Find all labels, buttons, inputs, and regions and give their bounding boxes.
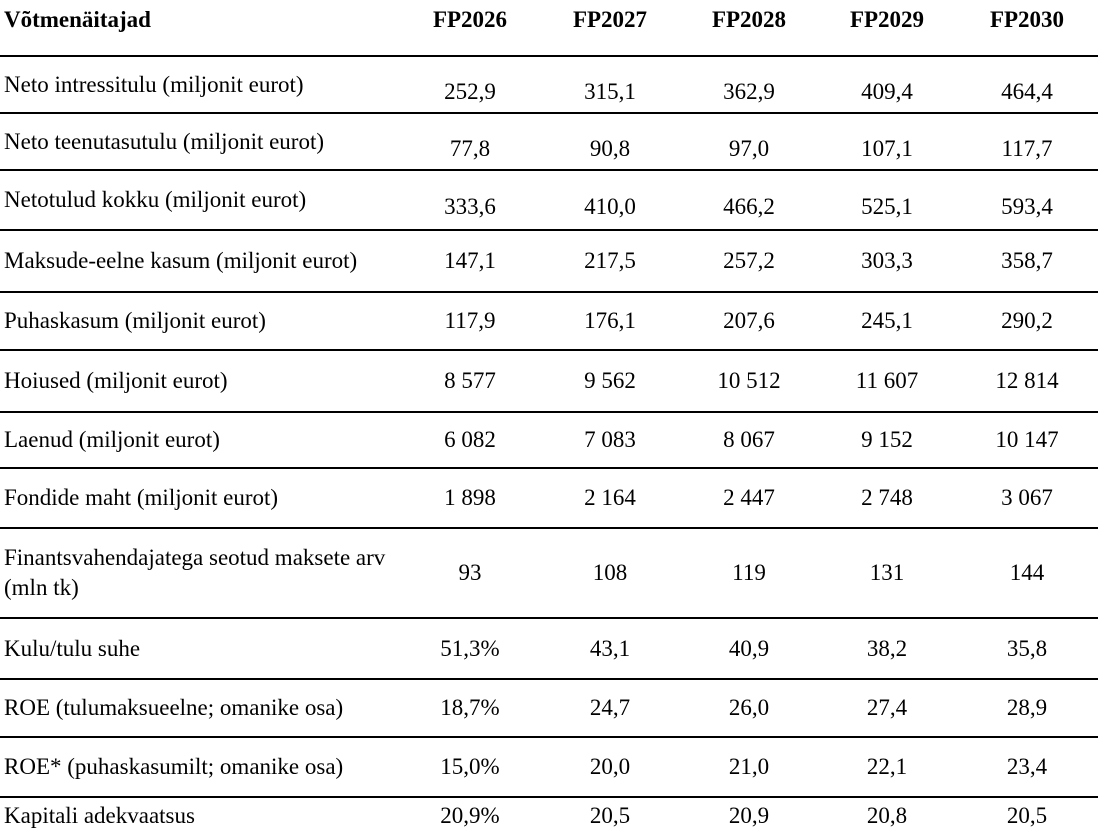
cell-value: 2 447 <box>680 468 818 529</box>
table-row: Kapitali adekvaatsus 20,9% 20,5 20,9 20,… <box>0 797 1098 833</box>
row-label: Fondide maht (miljonit eurot) <box>0 468 400 529</box>
row-label: ROE (tulumaksueelne; omanike osa) <box>0 679 400 738</box>
cell-value: 107,1 <box>818 120 956 178</box>
cell-value: 8 067 <box>680 412 818 469</box>
cell-value: 3 067 <box>956 468 1098 529</box>
cell-value: 358,7 <box>956 230 1098 293</box>
table-row: ROE (tulumaksueelne; omanike osa) 18,7% … <box>0 679 1098 738</box>
cell-value: 51,3% <box>400 618 540 680</box>
cell-value: 12 814 <box>956 350 1098 413</box>
table-row: Netotulud kokku (miljonit eurot) 333,6 4… <box>0 170 1098 238</box>
cell-value: 77,8 <box>400 120 540 178</box>
cell-value: 28,9 <box>956 679 1098 738</box>
cell-value: 2 164 <box>540 468 680 529</box>
cell-value: 303,3 <box>818 230 956 293</box>
cell-value: 410,0 <box>540 177 680 238</box>
cell-value: 362,9 <box>680 63 818 121</box>
cell-value: 7 083 <box>540 412 680 469</box>
cell-value: 315,1 <box>540 63 680 121</box>
cell-value: 43,1 <box>540 618 680 680</box>
row-label: Maksude-eelne kasum (miljonit eurot) <box>0 230 400 293</box>
cell-value: 108 <box>540 528 680 619</box>
column-header-fp2026: FP2026 <box>400 0 540 57</box>
cell-value: 144 <box>956 528 1098 619</box>
table-row: Maksude-eelne kasum (miljonit eurot) 147… <box>0 230 1098 293</box>
cell-value: 464,4 <box>956 63 1098 121</box>
cell-value: 409,4 <box>818 63 956 121</box>
table-row: Neto teenutasutulu (miljonit eurot) 77,8… <box>0 113 1098 178</box>
row-label: Netotulud kokku (miljonit eurot) <box>0 170 400 231</box>
row-label: Neto intressitulu (miljonit eurot) <box>0 56 400 114</box>
cell-value: 90,8 <box>540 120 680 178</box>
row-label: Kulu/tulu suhe <box>0 618 400 680</box>
cell-value: 207,6 <box>680 292 818 351</box>
cell-value: 11 607 <box>818 350 956 413</box>
cell-value: 117,9 <box>400 292 540 351</box>
cell-value: 27,4 <box>818 679 956 738</box>
row-label: Finantsvahendajatega seotud maksete arv … <box>0 528 400 619</box>
cell-value: 22,1 <box>818 737 956 798</box>
cell-value: 117,7 <box>956 120 1098 178</box>
cell-value: 131 <box>818 528 956 619</box>
column-header-fp2028: FP2028 <box>680 0 818 57</box>
row-label: ROE* (puhaskasumilt; omanike osa) <box>0 737 400 798</box>
cell-value: 8 577 <box>400 350 540 413</box>
cell-value: 6 082 <box>400 412 540 469</box>
cell-value: 20,9 <box>728 802 770 828</box>
header-row: Võtmenäitajad FP2026 FP2027 FP2028 FP202… <box>0 0 1098 57</box>
cell-value: 245,1 <box>818 292 956 351</box>
table-row: Laenud (miljonit eurot) 6 082 7 083 8 06… <box>0 412 1098 469</box>
table-row: ROE* (puhaskasumilt; omanike osa) 15,0% … <box>0 737 1098 798</box>
table-row: Hoiused (miljonit eurot) 8 577 9 562 10 … <box>0 350 1098 413</box>
table-row: Fondide maht (miljonit eurot) 1 898 2 16… <box>0 468 1098 529</box>
cell-value: 525,1 <box>818 177 956 238</box>
row-label: Kapitali adekvaatsus <box>4 802 195 828</box>
cell-value: 10 147 <box>956 412 1098 469</box>
cell-value: 93 <box>400 528 540 619</box>
cell-value: 466,2 <box>680 177 818 238</box>
cell-value: 38,2 <box>818 618 956 680</box>
table-row: Neto intressitulu (miljonit eurot) 252,9… <box>0 56 1098 121</box>
column-header-fp2029: FP2029 <box>818 0 956 57</box>
table-row: Puhaskasum (miljonit eurot) 117,9 176,1 … <box>0 292 1098 351</box>
cell-value: 290,2 <box>956 292 1098 351</box>
cell-value: 9 562 <box>540 350 680 413</box>
cell-value: 217,5 <box>540 230 680 293</box>
row-label: Neto teenutasutulu (miljonit eurot) <box>0 113 400 171</box>
row-label: Hoiused (miljonit eurot) <box>0 350 400 413</box>
cell-value: 147,1 <box>400 230 540 293</box>
cell-value: 10 512 <box>680 350 818 413</box>
column-header-fp2027: FP2027 <box>540 0 680 57</box>
cell-value: 333,6 <box>400 177 540 238</box>
cell-value: 20,5 <box>589 802 631 828</box>
cell-value: 20,5 <box>1006 802 1048 828</box>
cell-value: 40,9 <box>680 618 818 680</box>
cell-value: 24,7 <box>540 679 680 738</box>
cell-value: 20,9% <box>440 802 500 828</box>
cell-value: 20,0 <box>540 737 680 798</box>
cell-value: 176,1 <box>540 292 680 351</box>
cell-value: 21,0 <box>680 737 818 798</box>
row-label: Puhaskasum (miljonit eurot) <box>0 292 400 351</box>
cell-value: 1 898 <box>400 468 540 529</box>
cell-value: 257,2 <box>680 230 818 293</box>
column-header-fp2030: FP2030 <box>956 0 1098 57</box>
cell-value: 9 152 <box>818 412 956 469</box>
table-title: Võtmenäitajad <box>0 0 400 57</box>
cell-value: 252,9 <box>400 63 540 121</box>
cell-value: 20,8 <box>866 802 908 828</box>
cell-value: 35,8 <box>956 618 1098 680</box>
cell-value: 26,0 <box>680 679 818 738</box>
cell-value: 18,7% <box>400 679 540 738</box>
cell-value: 593,4 <box>956 177 1098 238</box>
cell-value: 15,0% <box>400 737 540 798</box>
cell-value: 119 <box>680 528 818 619</box>
table-row: Finantsvahendajatega seotud maksete arv … <box>0 528 1098 619</box>
cell-value: 23,4 <box>956 737 1098 798</box>
cell-value: 97,0 <box>680 120 818 178</box>
row-label: Laenud (miljonit eurot) <box>0 412 400 469</box>
table-row: Kulu/tulu suhe 51,3% 43,1 40,9 38,2 35,8 <box>0 618 1098 680</box>
cell-value: 2 748 <box>818 468 956 529</box>
